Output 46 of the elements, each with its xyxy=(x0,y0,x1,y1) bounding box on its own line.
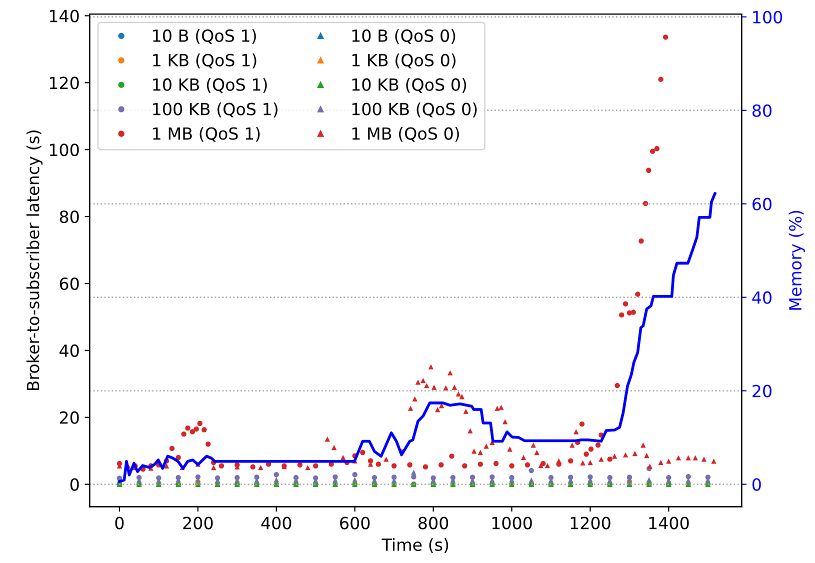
x-tick-label: 1200 xyxy=(570,516,610,530)
legend-label: 10 KB (QoS 0) xyxy=(352,78,466,93)
x-tick-label: 1400 xyxy=(649,516,689,530)
x-tick-label: 600 xyxy=(340,516,370,530)
y-tick-label: 20 xyxy=(60,411,79,424)
y-tick-label: 60 xyxy=(60,277,79,290)
legend-label: 1 KB (QoS 1) xyxy=(153,54,256,68)
y2-tick-label: 100 xyxy=(753,10,782,24)
y-tick-label: 140 xyxy=(50,10,79,22)
y2-tick-label: 0 xyxy=(752,478,761,491)
y2-tick-label: 80 xyxy=(752,104,772,117)
y-tick-label: 120 xyxy=(50,76,79,90)
point xyxy=(352,476,358,482)
y-tick-label: 0 xyxy=(70,478,79,491)
legend-label: 10 B (QoS 0) xyxy=(352,29,456,44)
legend-label: 1 MB (QoS 0) xyxy=(352,126,459,142)
y-axis-title: Broker-to-subscriber latency (s) xyxy=(26,130,43,390)
legend-label: 1 MB (QoS 1) xyxy=(153,126,260,142)
x-tick-label: 800 xyxy=(418,516,448,530)
legend-label: 100 KB (QoS 1) xyxy=(153,102,278,118)
x-axis-title: Time (s) xyxy=(382,538,448,553)
point xyxy=(646,476,652,482)
point xyxy=(274,476,279,482)
point xyxy=(411,474,416,480)
y-tick-label: 100 xyxy=(50,144,79,156)
legend-label: 10 B (QoS 1) xyxy=(153,29,256,44)
y2-tick-label: 20 xyxy=(752,384,772,398)
x-tick-label: 400 xyxy=(261,516,292,530)
legend-label: 10 KB (QoS 1) xyxy=(153,78,267,93)
y-tick-label: 40 xyxy=(60,344,79,357)
y2-tick-label: 60 xyxy=(752,198,772,210)
point xyxy=(528,477,534,483)
line-series xyxy=(118,192,716,483)
x-tick-label: 1000 xyxy=(492,516,532,530)
point xyxy=(528,468,534,474)
legend-label: 1 KB (QoS 0) xyxy=(352,54,456,68)
point xyxy=(411,470,416,475)
x-tick-label: 0 xyxy=(115,516,124,530)
legend-label: 100 KB (QoS 0) xyxy=(352,102,477,118)
y2-tick-label: 40 xyxy=(752,291,772,304)
y2-axis-title: Memory (%) xyxy=(788,210,805,310)
point xyxy=(686,474,691,480)
point xyxy=(274,472,279,478)
point xyxy=(352,472,358,478)
y-tick-label: 80 xyxy=(60,210,79,224)
x-tick-label: 200 xyxy=(183,516,213,530)
